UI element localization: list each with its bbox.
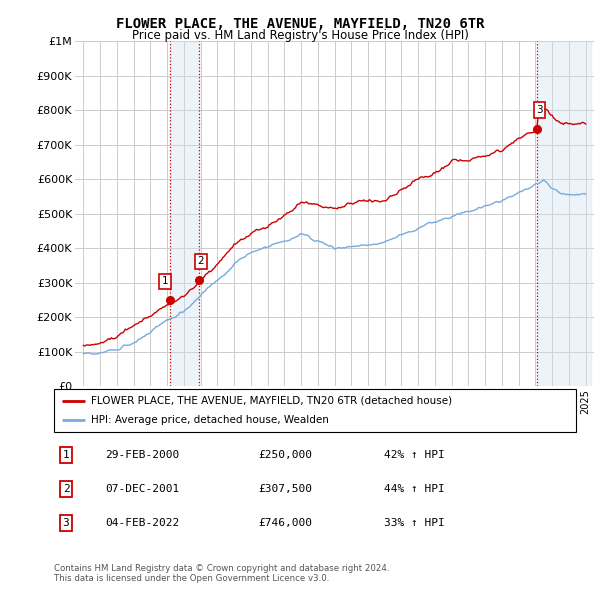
Text: 42% ↑ HPI: 42% ↑ HPI (384, 450, 445, 460)
Text: 44% ↑ HPI: 44% ↑ HPI (384, 484, 445, 494)
Text: FLOWER PLACE, THE AVENUE, MAYFIELD, TN20 6TR (detached house): FLOWER PLACE, THE AVENUE, MAYFIELD, TN20… (91, 396, 452, 406)
Text: 07-DEC-2001: 07-DEC-2001 (105, 484, 179, 494)
Text: FLOWER PLACE, THE AVENUE, MAYFIELD, TN20 6TR: FLOWER PLACE, THE AVENUE, MAYFIELD, TN20… (116, 17, 484, 31)
Text: Contains HM Land Registry data © Crown copyright and database right 2024.
This d: Contains HM Land Registry data © Crown c… (54, 563, 389, 583)
Text: 3: 3 (62, 519, 70, 528)
Text: £307,500: £307,500 (258, 484, 312, 494)
Text: 04-FEB-2022: 04-FEB-2022 (105, 519, 179, 528)
Text: Price paid vs. HM Land Registry's House Price Index (HPI): Price paid vs. HM Land Registry's House … (131, 30, 469, 42)
Text: £250,000: £250,000 (258, 450, 312, 460)
Text: 1: 1 (161, 276, 168, 286)
Text: 1: 1 (62, 450, 70, 460)
Text: HPI: Average price, detached house, Wealden: HPI: Average price, detached house, Weal… (91, 415, 328, 425)
Text: 29-FEB-2000: 29-FEB-2000 (105, 450, 179, 460)
Bar (537, 41, 590, 386)
Text: £746,000: £746,000 (258, 519, 312, 528)
Text: 3: 3 (536, 105, 543, 115)
Text: 2: 2 (197, 256, 204, 266)
Text: 2: 2 (62, 484, 70, 494)
Bar (170, 41, 199, 386)
Text: 33% ↑ HPI: 33% ↑ HPI (384, 519, 445, 528)
